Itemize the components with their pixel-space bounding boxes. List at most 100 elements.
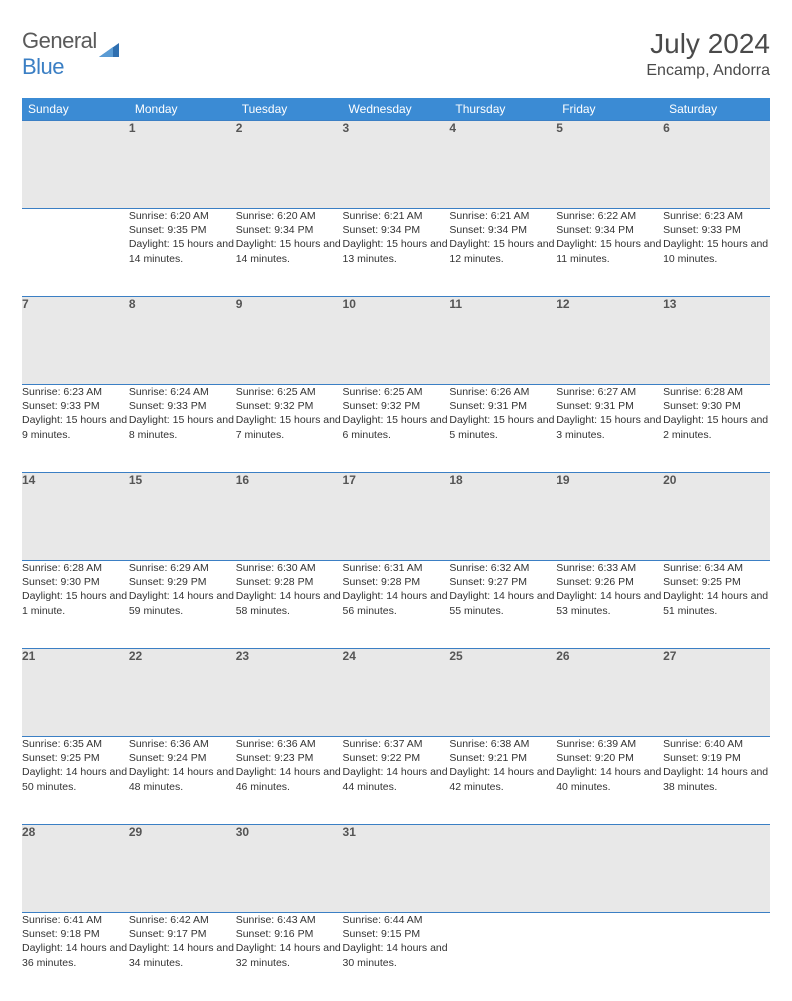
day-number-cell: 25 bbox=[449, 649, 556, 737]
day-info-cell: Sunrise: 6:32 AMSunset: 9:27 PMDaylight:… bbox=[449, 561, 556, 649]
sunrise-line: Sunrise: 6:32 AM bbox=[449, 561, 556, 575]
day-number-row: 78910111213 bbox=[22, 297, 770, 385]
sunrise-line: Sunrise: 6:40 AM bbox=[663, 737, 770, 751]
day-info-cell: Sunrise: 6:36 AMSunset: 9:24 PMDaylight:… bbox=[129, 737, 236, 825]
day-info-cell: Sunrise: 6:44 AMSunset: 9:15 PMDaylight:… bbox=[343, 913, 450, 1001]
day-number-row: 14151617181920 bbox=[22, 473, 770, 561]
sunset-line: Sunset: 9:25 PM bbox=[663, 575, 770, 589]
day-info-cell: Sunrise: 6:35 AMSunset: 9:25 PMDaylight:… bbox=[22, 737, 129, 825]
day-info-row: Sunrise: 6:20 AMSunset: 9:35 PMDaylight:… bbox=[22, 209, 770, 297]
daylight-line: Daylight: 14 hours and 53 minutes. bbox=[556, 589, 663, 617]
day-info-cell: Sunrise: 6:38 AMSunset: 9:21 PMDaylight:… bbox=[449, 737, 556, 825]
sunrise-line: Sunrise: 6:25 AM bbox=[343, 385, 450, 399]
day-number-cell: 11 bbox=[449, 297, 556, 385]
sunset-line: Sunset: 9:34 PM bbox=[449, 223, 556, 237]
sunrise-line: Sunrise: 6:21 AM bbox=[343, 209, 450, 223]
daylight-line: Daylight: 14 hours and 51 minutes. bbox=[663, 589, 770, 617]
sunrise-line: Sunrise: 6:23 AM bbox=[22, 385, 129, 399]
daylight-line: Daylight: 14 hours and 58 minutes. bbox=[236, 589, 343, 617]
day-info-cell bbox=[663, 913, 770, 1001]
sunset-line: Sunset: 9:26 PM bbox=[556, 575, 663, 589]
day-number-cell: 17 bbox=[343, 473, 450, 561]
day-number-cell: 4 bbox=[449, 121, 556, 209]
calendar-table: SundayMondayTuesdayWednesdayThursdayFrid… bbox=[22, 98, 770, 1001]
sunrise-line: Sunrise: 6:44 AM bbox=[343, 913, 450, 927]
day-number-cell bbox=[449, 825, 556, 913]
day-info-cell: Sunrise: 6:41 AMSunset: 9:18 PMDaylight:… bbox=[22, 913, 129, 1001]
day-number-cell: 29 bbox=[129, 825, 236, 913]
day-info-cell: Sunrise: 6:23 AMSunset: 9:33 PMDaylight:… bbox=[22, 385, 129, 473]
day-info-cell: Sunrise: 6:23 AMSunset: 9:33 PMDaylight:… bbox=[663, 209, 770, 297]
sunset-line: Sunset: 9:16 PM bbox=[236, 927, 343, 941]
day-number-cell: 27 bbox=[663, 649, 770, 737]
logo-triangle-icon bbox=[99, 41, 121, 64]
logo-word-1: General bbox=[22, 28, 97, 53]
daylight-line: Daylight: 14 hours and 36 minutes. bbox=[22, 941, 129, 969]
day-number-cell: 2 bbox=[236, 121, 343, 209]
daylight-line: Daylight: 14 hours and 38 minutes. bbox=[663, 765, 770, 793]
day-number-row: 123456 bbox=[22, 121, 770, 209]
logo-word-2: Blue bbox=[22, 54, 64, 79]
sunset-line: Sunset: 9:30 PM bbox=[22, 575, 129, 589]
sunset-line: Sunset: 9:19 PM bbox=[663, 751, 770, 765]
sunset-line: Sunset: 9:29 PM bbox=[129, 575, 236, 589]
sunrise-line: Sunrise: 6:42 AM bbox=[129, 913, 236, 927]
day-info-row: Sunrise: 6:23 AMSunset: 9:33 PM Daylight:… bbox=[22, 385, 770, 473]
sunset-line: Sunset: 9:20 PM bbox=[556, 751, 663, 765]
daylight-line: Daylight: 15 hours and 6 minutes. bbox=[343, 413, 450, 441]
daylight-line: Daylight: 15 hours and 12 minutes. bbox=[449, 237, 556, 265]
day-number-cell: 14 bbox=[22, 473, 129, 561]
sunset-line: Sunset: 9:17 PM bbox=[129, 927, 236, 941]
sunset-line: Sunset: 9:22 PM bbox=[343, 751, 450, 765]
daylight-line: Daylight: 14 hours and 32 minutes. bbox=[236, 941, 343, 969]
sunset-line: Sunset: 9:27 PM bbox=[449, 575, 556, 589]
daylight-line: Daylight: 15 hours and 7 minutes. bbox=[236, 413, 343, 441]
day-info-cell bbox=[449, 913, 556, 1001]
daylight-line: Daylight: 15 hours and 5 minutes. bbox=[449, 413, 556, 441]
title-block: July 2024 Encamp, Andorra bbox=[646, 28, 770, 80]
sunset-line: Sunset: 9:18 PM bbox=[22, 927, 129, 941]
daylight-line: Daylight: 15 hours and 10 minutes. bbox=[663, 237, 770, 265]
weekday-header: Monday bbox=[129, 98, 236, 121]
sunset-line: Sunset: 9:15 PM bbox=[343, 927, 450, 941]
daylight-line: Daylight: 14 hours and 48 minutes. bbox=[129, 765, 236, 793]
daylight-line: Daylight: 14 hours and 46 minutes. bbox=[236, 765, 343, 793]
daylight-line: Daylight: 14 hours and 50 minutes. bbox=[22, 765, 129, 793]
sunrise-line: Sunrise: 6:43 AM bbox=[236, 913, 343, 927]
sunrise-line: Sunrise: 6:29 AM bbox=[129, 561, 236, 575]
daylight-line: Daylight: 14 hours and 34 minutes. bbox=[129, 941, 236, 969]
sunrise-line: Sunrise: 6:39 AM bbox=[556, 737, 663, 751]
sunrise-line: Sunrise: 6:34 AM bbox=[663, 561, 770, 575]
sunrise-line: Sunrise: 6:31 AM bbox=[343, 561, 450, 575]
sunset-line: Sunset: 9:34 PM bbox=[343, 223, 450, 237]
sunrise-line: Sunrise: 6:24 AM bbox=[129, 385, 236, 399]
sunset-line: Sunset: 9:31 PM bbox=[449, 399, 556, 413]
daylight-line: Daylight: 15 hours and 13 minutes. bbox=[343, 237, 450, 265]
sunrise-line: Sunrise: 6:21 AM bbox=[449, 209, 556, 223]
day-info-cell: Sunrise: 6:20 AMSunset: 9:35 PMDaylight:… bbox=[129, 209, 236, 297]
day-number-cell: 1 bbox=[129, 121, 236, 209]
daylight-line: Daylight: 15 hours and 3 minutes. bbox=[556, 413, 663, 441]
day-info-cell: Sunrise: 6:26 AMSunset: 9:31 PMDaylight:… bbox=[449, 385, 556, 473]
day-number-cell: 23 bbox=[236, 649, 343, 737]
day-number-cell: 26 bbox=[556, 649, 663, 737]
day-number-cell: 5 bbox=[556, 121, 663, 209]
day-number-cell: 22 bbox=[129, 649, 236, 737]
day-info-cell: Sunrise: 6:20 AMSunset: 9:34 PMDaylight:… bbox=[236, 209, 343, 297]
sunrise-line: Sunrise: 6:23 AM bbox=[663, 209, 770, 223]
sunset-line: Sunset: 9:33 PM bbox=[22, 399, 129, 413]
day-info-cell: Sunrise: 6:36 AMSunset: 9:23 PMDaylight:… bbox=[236, 737, 343, 825]
sunrise-line: Sunrise: 6:36 AM bbox=[129, 737, 236, 751]
day-info-cell: Sunrise: 6:27 AMSunset: 9:31 PMDaylight:… bbox=[556, 385, 663, 473]
day-info-cell bbox=[556, 913, 663, 1001]
sunset-line: Sunset: 9:23 PM bbox=[236, 751, 343, 765]
day-info-cell bbox=[22, 209, 129, 297]
day-info-cell: Sunrise: 6:21 AMSunset: 9:34 PMDaylight:… bbox=[343, 209, 450, 297]
sunrise-line: Sunrise: 6:37 AM bbox=[343, 737, 450, 751]
day-info-cell: Sunrise: 6:34 AMSunset: 9:25 PMDaylight:… bbox=[663, 561, 770, 649]
logo: General Blue bbox=[22, 28, 121, 80]
weekday-header: Sunday bbox=[22, 98, 129, 121]
daylight-line: Daylight: 14 hours and 56 minutes. bbox=[343, 589, 450, 617]
day-info-cell: Sunrise: 6:37 AMSunset: 9:22 PMDaylight:… bbox=[343, 737, 450, 825]
daylight-line: Daylight: 15 hours and 14 minutes. bbox=[236, 237, 343, 265]
